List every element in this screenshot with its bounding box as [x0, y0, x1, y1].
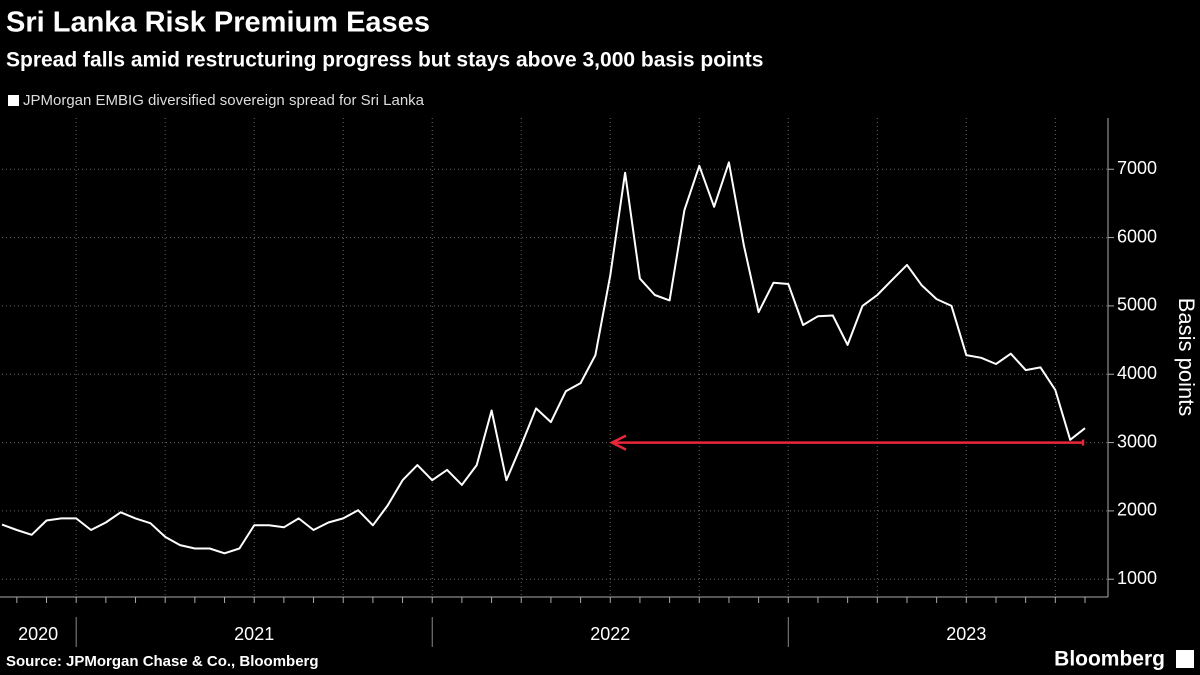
y-tick-label: 7000 [1117, 158, 1157, 178]
y-axis-label: Basis points [1174, 298, 1199, 417]
brand: Bloomberg [1054, 648, 1165, 671]
y-tick-label: 6000 [1117, 226, 1157, 246]
y-tick-label: 1000 [1117, 568, 1157, 588]
series-line [1, 161, 1086, 555]
y-tick-label: 4000 [1117, 363, 1157, 383]
legend-swatch [8, 95, 19, 106]
y-tick-label: 2000 [1117, 500, 1157, 520]
x-tick-label: 2020 [18, 624, 58, 644]
x-tick-label: 2021 [234, 624, 274, 644]
brand-icon [1176, 650, 1194, 668]
legend-label: JPMorgan EMBIG diversified sovereign spr… [23, 92, 425, 109]
source: Source: JPMorgan Chase & Co., Bloomberg [6, 653, 319, 670]
y-tick-label: 5000 [1117, 295, 1157, 315]
y-tick-label: 3000 [1117, 431, 1157, 451]
x-tick-label: 2022 [590, 624, 630, 644]
chart-title: Sri Lanka Risk Premium Eases [6, 7, 430, 39]
x-tick-label: 2023 [946, 624, 986, 644]
chart-subtitle: Spread falls amid restructuring progress… [6, 49, 763, 72]
arrow-head [609, 434, 627, 451]
